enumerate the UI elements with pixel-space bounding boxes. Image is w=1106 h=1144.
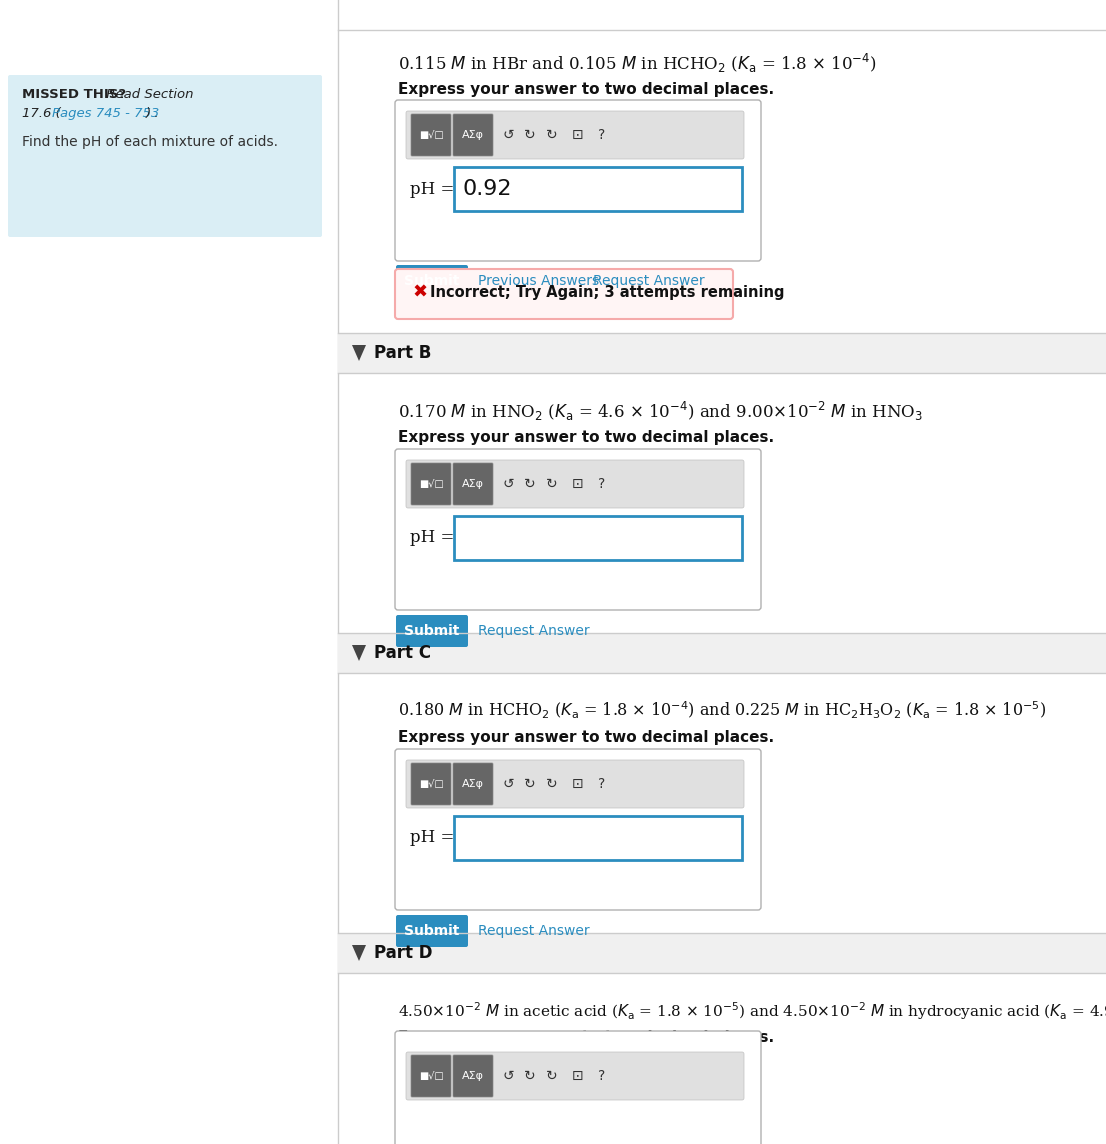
Text: ■√□: ■√□ (419, 479, 444, 488)
FancyBboxPatch shape (411, 114, 451, 156)
FancyBboxPatch shape (453, 463, 493, 505)
FancyBboxPatch shape (453, 114, 493, 156)
Text: Request Answer: Request Answer (478, 924, 589, 938)
Bar (338, 333, 1106, 373)
FancyBboxPatch shape (406, 760, 744, 808)
FancyBboxPatch shape (406, 111, 744, 159)
Text: ✖: ✖ (413, 284, 427, 302)
Text: Request Answer: Request Answer (593, 275, 705, 288)
Bar (338, 633, 1106, 673)
Text: ?: ? (598, 128, 606, 142)
Text: ■√□: ■√□ (419, 1071, 444, 1081)
Text: ↻: ↻ (546, 128, 557, 142)
Text: MISSED THIS?: MISSED THIS? (22, 88, 126, 101)
Text: Incorrect; Try Again; 3 attempts remaining: Incorrect; Try Again; 3 attempts remaini… (430, 286, 784, 301)
FancyBboxPatch shape (406, 460, 744, 508)
Text: Previous Answers: Previous Answers (478, 275, 599, 288)
Text: 0.170 $\mathit{M}$ in HNO$_2$ ($K_\mathrm{a}$ = 4.6 $\times$ 10$^{-4}$) and 9.00: 0.170 $\mathit{M}$ in HNO$_2$ ($K_\mathr… (398, 400, 924, 423)
Text: Find the pH of each mixture of acids.: Find the pH of each mixture of acids. (22, 135, 278, 149)
FancyBboxPatch shape (396, 915, 468, 947)
Text: ↺: ↺ (502, 777, 514, 791)
Text: ?: ? (598, 777, 606, 791)
FancyBboxPatch shape (8, 76, 322, 237)
Text: Submit: Submit (405, 623, 460, 638)
Text: 17.6 (: 17.6 ( (22, 108, 61, 120)
Text: ↻: ↻ (524, 128, 535, 142)
Text: ■√□: ■√□ (419, 130, 444, 140)
FancyBboxPatch shape (406, 1052, 744, 1101)
Polygon shape (352, 645, 366, 661)
FancyBboxPatch shape (395, 269, 733, 319)
Text: 0.92: 0.92 (462, 178, 511, 199)
FancyBboxPatch shape (396, 615, 468, 648)
Text: ↺: ↺ (502, 1068, 514, 1083)
FancyBboxPatch shape (395, 749, 761, 909)
Text: pH =: pH = (410, 181, 455, 198)
FancyBboxPatch shape (396, 265, 468, 297)
Text: Part C: Part C (374, 644, 431, 662)
Text: Request Answer: Request Answer (478, 623, 589, 638)
Text: Pages 745 - 753: Pages 745 - 753 (52, 108, 159, 120)
Text: AΣφ: AΣφ (462, 479, 484, 488)
FancyBboxPatch shape (411, 1055, 451, 1097)
Text: Part B: Part B (374, 344, 431, 362)
FancyBboxPatch shape (453, 816, 742, 860)
Text: ↻: ↻ (524, 777, 535, 791)
Text: ?: ? (598, 1068, 606, 1083)
Text: ↻: ↻ (546, 777, 557, 791)
Text: ↻: ↻ (524, 1068, 535, 1083)
Text: ↺: ↺ (502, 477, 514, 491)
Text: 4.50$\times$10$^{-2}$ $\mathit{M}$ in acetic acid ($K_\mathrm{a}$ = 1.8 $\times$: 4.50$\times$10$^{-2}$ $\mathit{M}$ in ac… (398, 1000, 1106, 1022)
Text: ⊡: ⊡ (572, 128, 584, 142)
FancyBboxPatch shape (411, 463, 451, 505)
Polygon shape (352, 345, 366, 362)
FancyBboxPatch shape (395, 100, 761, 261)
FancyBboxPatch shape (395, 448, 761, 610)
FancyBboxPatch shape (395, 1031, 761, 1144)
Text: Submit: Submit (405, 275, 460, 288)
FancyBboxPatch shape (453, 1055, 493, 1097)
Text: ⊡: ⊡ (572, 1068, 584, 1083)
Text: AΣφ: AΣφ (462, 779, 484, 789)
Text: ?: ? (598, 477, 606, 491)
Text: ↺: ↺ (502, 128, 514, 142)
Text: 0.180 $\mathit{M}$ in HCHO$_2$ ($K_\mathrm{a}$ = 1.8 $\times$ 10$^{-4}$) and 0.2: 0.180 $\mathit{M}$ in HCHO$_2$ ($K_\math… (398, 700, 1046, 721)
Bar (338, 934, 1106, 974)
Text: ↻: ↻ (546, 1068, 557, 1083)
FancyBboxPatch shape (453, 167, 742, 210)
Text: ) .: ) . (146, 108, 159, 120)
Text: Part D: Part D (374, 944, 432, 962)
FancyBboxPatch shape (453, 516, 742, 561)
Text: Read Section: Read Section (102, 88, 194, 101)
Text: pH =: pH = (410, 829, 455, 847)
Text: Submit: Submit (405, 924, 460, 938)
FancyBboxPatch shape (411, 763, 451, 805)
Text: AΣφ: AΣφ (462, 130, 484, 140)
Text: Express your answer to two decimal places.: Express your answer to two decimal place… (398, 730, 774, 745)
Text: Express your answer to two decimal places.: Express your answer to two decimal place… (398, 430, 774, 445)
Text: ■√□: ■√□ (419, 779, 444, 789)
Text: ⊡: ⊡ (572, 477, 584, 491)
Polygon shape (352, 945, 366, 961)
Text: Express your answer to two decimal places.: Express your answer to two decimal place… (398, 82, 774, 97)
FancyBboxPatch shape (453, 763, 493, 805)
Text: ↻: ↻ (546, 477, 557, 491)
Text: ⊡: ⊡ (572, 777, 584, 791)
Text: 0.115 $\mathit{M}$ in HBr and 0.105 $\mathit{M}$ in HCHO$_2$ ($K_\mathrm{a}$ = 1: 0.115 $\mathit{M}$ in HBr and 0.105 $\ma… (398, 51, 877, 76)
Text: ↻: ↻ (524, 477, 535, 491)
Text: pH =: pH = (410, 530, 455, 547)
Text: AΣφ: AΣφ (462, 1071, 484, 1081)
Text: Express your answer to two decimal places.: Express your answer to two decimal place… (398, 1030, 774, 1044)
